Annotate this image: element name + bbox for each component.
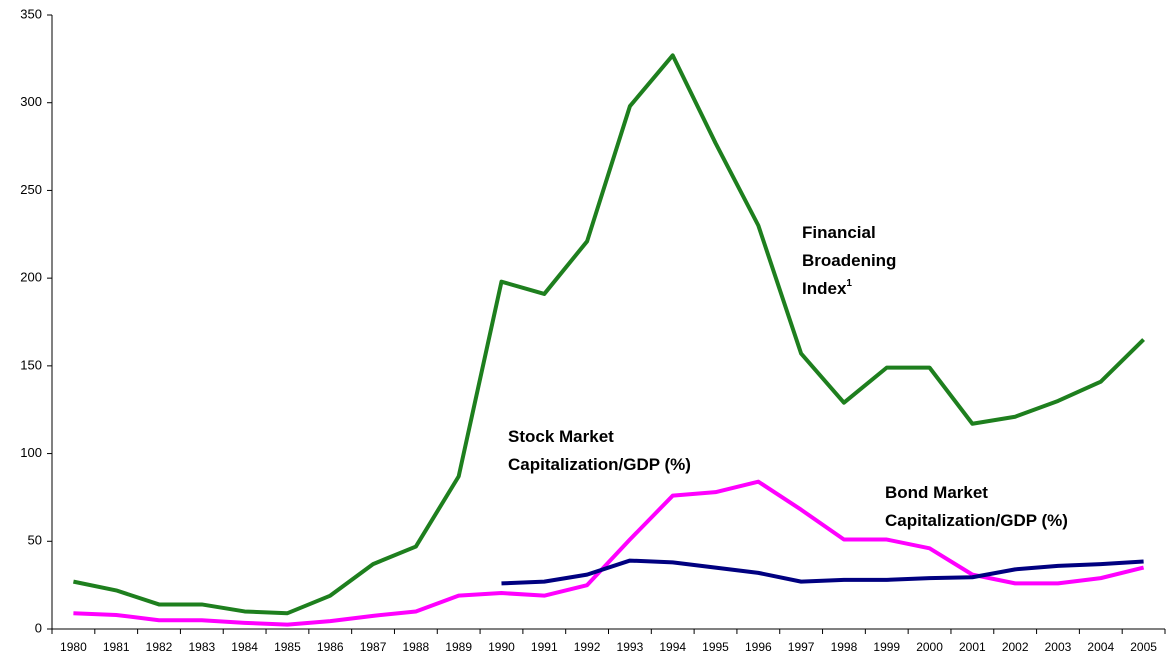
y-tick-label: 100 (20, 445, 42, 460)
series-label-line: Broadening (802, 251, 896, 270)
y-tick-label: 300 (20, 94, 42, 109)
series-label-line: Financial (802, 223, 876, 242)
series-line (501, 558, 1144, 586)
series-label: Capitalization/GDP (%) (885, 511, 1068, 530)
x-tick-label: 1986 (317, 640, 344, 654)
x-tick-label: 1983 (188, 640, 215, 654)
series-label: Stock Market (508, 427, 614, 446)
x-tick-label: 1992 (574, 640, 601, 654)
x-tick-label: 1995 (702, 640, 729, 654)
series-label: Broadening (802, 251, 896, 270)
x-tick-label: 1990 (488, 640, 515, 654)
x-tick-label: 1987 (360, 640, 387, 654)
x-tick-label: 1980 (60, 640, 87, 654)
series-label-line: Capitalization/GDP (%) (508, 455, 691, 474)
x-tick-label: 1996 (745, 640, 772, 654)
series-line (73, 53, 1146, 616)
series-label: Capitalization/GDP (%) (508, 455, 691, 474)
x-tick-label: 1999 (873, 640, 900, 654)
x-tick-label: 2002 (1002, 640, 1029, 654)
series-label-line: Capitalization/GDP (%) (885, 511, 1068, 530)
y-tick-label: 50 (28, 533, 42, 548)
series-label: Bond Market (885, 483, 988, 502)
y-tick-label: 0 (35, 620, 42, 635)
x-tick-label: 1988 (403, 640, 430, 654)
x-tick-label: 1985 (274, 640, 301, 654)
series-label-line: Stock Market (508, 427, 614, 446)
x-tick-label: 2003 (1045, 640, 1072, 654)
x-tick-label: 1997 (788, 640, 815, 654)
y-tick-label: 250 (20, 182, 42, 197)
x-tick-label: 1994 (659, 640, 686, 654)
x-tick-label: 1989 (445, 640, 472, 654)
x-tick-label: 1984 (231, 640, 258, 654)
x-tick-label: 2000 (916, 640, 943, 654)
series-label-line: Index (802, 279, 847, 298)
y-tick-label: 200 (20, 270, 42, 285)
footnote-mark: 1 (846, 278, 852, 289)
series-line (73, 479, 1145, 627)
y-tick-label: 150 (20, 357, 42, 372)
x-tick-label: 1981 (103, 640, 130, 654)
x-tick-label: 1982 (146, 640, 173, 654)
x-tick-label: 1998 (831, 640, 858, 654)
x-tick-label: 1993 (617, 640, 644, 654)
x-tick-label: 2004 (1087, 640, 1114, 654)
x-tick-label: 1991 (531, 640, 558, 654)
x-tick-label: 2005 (1130, 640, 1157, 654)
series-label: Index1 (802, 278, 852, 299)
y-tick-label: 350 (20, 6, 42, 21)
series-label: Financial (802, 223, 876, 242)
series-label-line: Bond Market (885, 483, 988, 502)
x-tick-label: 2001 (959, 640, 986, 654)
